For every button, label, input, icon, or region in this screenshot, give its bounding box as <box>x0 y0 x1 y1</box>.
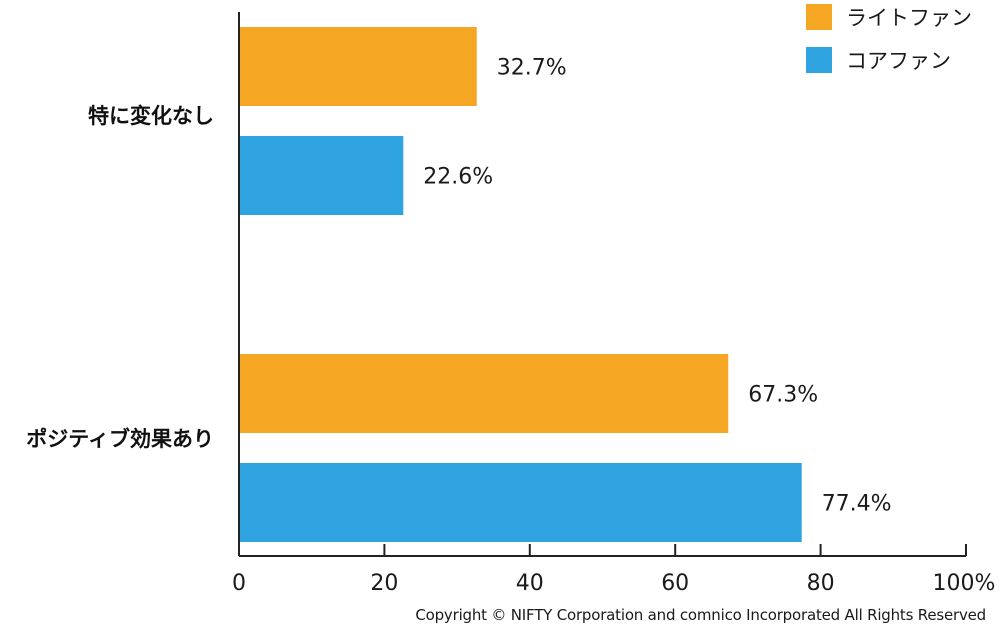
bar-2-series-2 <box>239 463 802 542</box>
category-label-2: ポジティブ効果あり <box>26 427 214 451</box>
data-label-1-1: 32.7% <box>497 56 567 81</box>
value-labels-group: 32.7% 22.6% 67.3% 77.4% <box>423 56 891 517</box>
x-tick-label-40: 40 <box>516 571 544 596</box>
data-label-1-2: 22.6% <box>423 165 493 190</box>
legend-label-2: コアファン <box>846 49 951 73</box>
legend-label-1: ライトファン <box>846 6 972 30</box>
axes-group: 0 20 40 60 80 100% <box>232 12 995 596</box>
bars-group <box>239 27 802 542</box>
bar-2-series-1 <box>239 354 729 433</box>
x-tick-label-60: 60 <box>661 571 689 596</box>
x-tick-label-0: 0 <box>232 571 246 596</box>
category-label-1: 特に変化なし <box>88 104 214 128</box>
bar-1-series-1 <box>239 27 477 106</box>
x-tick-label-20: 20 <box>370 571 398 596</box>
legend-swatch-2 <box>806 47 832 73</box>
bar-1-series-2 <box>239 136 404 215</box>
x-tick-label-80: 80 <box>807 571 835 596</box>
data-label-2-2: 77.4% <box>822 492 892 517</box>
x-tick-label-100: 100% <box>933 571 996 596</box>
legend-swatch-1 <box>806 4 832 30</box>
copyright-notice: Copyright © NIFTY Corporation and comnic… <box>415 606 986 624</box>
data-label-2-1: 67.3% <box>748 383 818 408</box>
